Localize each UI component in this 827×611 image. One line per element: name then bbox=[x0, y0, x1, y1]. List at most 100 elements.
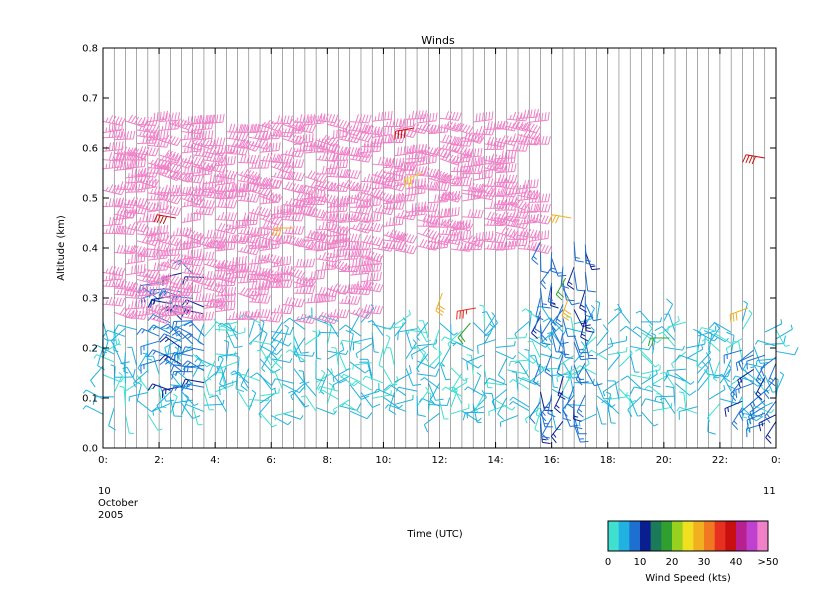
barb-shaft bbox=[775, 350, 795, 356]
barb-feather bbox=[215, 174, 219, 183]
wind-barb bbox=[701, 338, 721, 352]
barb-feather bbox=[447, 343, 451, 348]
barb-feather bbox=[708, 322, 716, 329]
barb-feather bbox=[123, 280, 127, 290]
wind-barb bbox=[491, 388, 508, 410]
barb-feather bbox=[163, 274, 168, 283]
barb-feather bbox=[698, 327, 702, 332]
barb-feather bbox=[155, 148, 159, 157]
barb-feather bbox=[208, 394, 218, 398]
barb-feather bbox=[238, 311, 242, 320]
wind-barb bbox=[450, 367, 469, 382]
barb-feather bbox=[233, 261, 238, 270]
barb-feather bbox=[201, 293, 205, 302]
wind-barb bbox=[181, 264, 204, 276]
barb-shaft bbox=[371, 332, 375, 352]
barb-feather bbox=[195, 150, 198, 156]
wind-barb bbox=[125, 221, 149, 233]
barb-feather bbox=[509, 401, 514, 406]
barb-feather bbox=[629, 349, 633, 354]
wind-barb bbox=[192, 353, 212, 368]
barb-feather bbox=[164, 347, 168, 356]
barb-shaft bbox=[293, 335, 302, 354]
barb-shaft bbox=[607, 310, 622, 325]
wind-barb bbox=[192, 160, 216, 173]
barb-feather bbox=[220, 145, 224, 154]
wind-barb bbox=[596, 324, 609, 347]
wind-barb bbox=[102, 158, 124, 170]
wind-barb bbox=[332, 368, 351, 383]
barb-shaft bbox=[326, 325, 332, 345]
barb-feather bbox=[446, 397, 451, 406]
wind-barb bbox=[147, 200, 168, 213]
barb-feather bbox=[136, 328, 143, 336]
barb-feather bbox=[723, 376, 731, 383]
barb-feather bbox=[195, 135, 197, 141]
barb-feather bbox=[659, 317, 663, 322]
barb-shaft bbox=[248, 330, 263, 345]
barb-shaft bbox=[540, 305, 553, 323]
wind-barb bbox=[192, 251, 215, 261]
barb-feather bbox=[655, 363, 660, 368]
barb-feather bbox=[160, 323, 169, 329]
wind-barb bbox=[181, 391, 199, 407]
wind-barb bbox=[114, 225, 137, 235]
barb-feather bbox=[511, 406, 516, 411]
barb-feather bbox=[111, 271, 115, 281]
barb-feather bbox=[224, 234, 228, 243]
barb-feather bbox=[216, 137, 220, 146]
barb-shaft bbox=[701, 327, 721, 333]
barb-feather bbox=[145, 129, 150, 138]
barb-shaft bbox=[775, 328, 793, 340]
wind-barb bbox=[338, 324, 362, 337]
wind-barb bbox=[464, 386, 485, 397]
wind-barb bbox=[674, 354, 698, 363]
barb-shaft bbox=[579, 413, 597, 423]
barb-feather bbox=[224, 144, 227, 154]
barb-feather bbox=[151, 178, 157, 187]
barb-feather bbox=[650, 332, 656, 336]
barb-feather bbox=[195, 202, 198, 207]
wind-barb bbox=[174, 348, 193, 364]
barb-feather bbox=[175, 157, 181, 165]
barb-feather bbox=[190, 310, 195, 319]
barb-shaft bbox=[429, 382, 440, 401]
barb-feather bbox=[147, 383, 153, 391]
wind-barb bbox=[596, 381, 612, 400]
barb-shaft bbox=[382, 337, 391, 356]
wind-barb bbox=[231, 372, 250, 390]
wind-barb bbox=[327, 341, 345, 360]
barb-shaft bbox=[596, 330, 609, 347]
barb-feather bbox=[131, 197, 135, 206]
barb-feather bbox=[383, 384, 391, 391]
barb-feather bbox=[258, 413, 262, 418]
barb-feather bbox=[182, 333, 190, 340]
barb-feather bbox=[137, 264, 140, 274]
wind-barb bbox=[405, 329, 417, 349]
barb-feather bbox=[489, 323, 494, 328]
barb-shaft bbox=[327, 349, 345, 360]
barb-feather bbox=[232, 269, 235, 279]
barb-feather bbox=[479, 304, 485, 307]
barb-shaft bbox=[674, 372, 691, 385]
wind-barb bbox=[165, 343, 171, 365]
barb-feather bbox=[153, 191, 157, 201]
wind-barb bbox=[416, 353, 429, 373]
barb-feather bbox=[153, 186, 158, 195]
barb-feather bbox=[173, 276, 179, 284]
barb-feather bbox=[267, 225, 269, 235]
barb-feather bbox=[654, 396, 657, 402]
barb-feather bbox=[199, 211, 202, 220]
barb-feather bbox=[177, 112, 181, 121]
barb-shaft bbox=[696, 347, 698, 367]
barb-feather bbox=[131, 244, 136, 253]
barb-shaft bbox=[461, 357, 479, 369]
barb-feather bbox=[119, 225, 124, 234]
barb-feather bbox=[196, 211, 199, 221]
barb-feather bbox=[142, 226, 147, 235]
barb-feather bbox=[609, 337, 614, 346]
wind-barb bbox=[192, 311, 215, 321]
wind-barb bbox=[495, 340, 516, 348]
barb-feather bbox=[150, 232, 153, 242]
barb-shaft bbox=[169, 397, 175, 417]
